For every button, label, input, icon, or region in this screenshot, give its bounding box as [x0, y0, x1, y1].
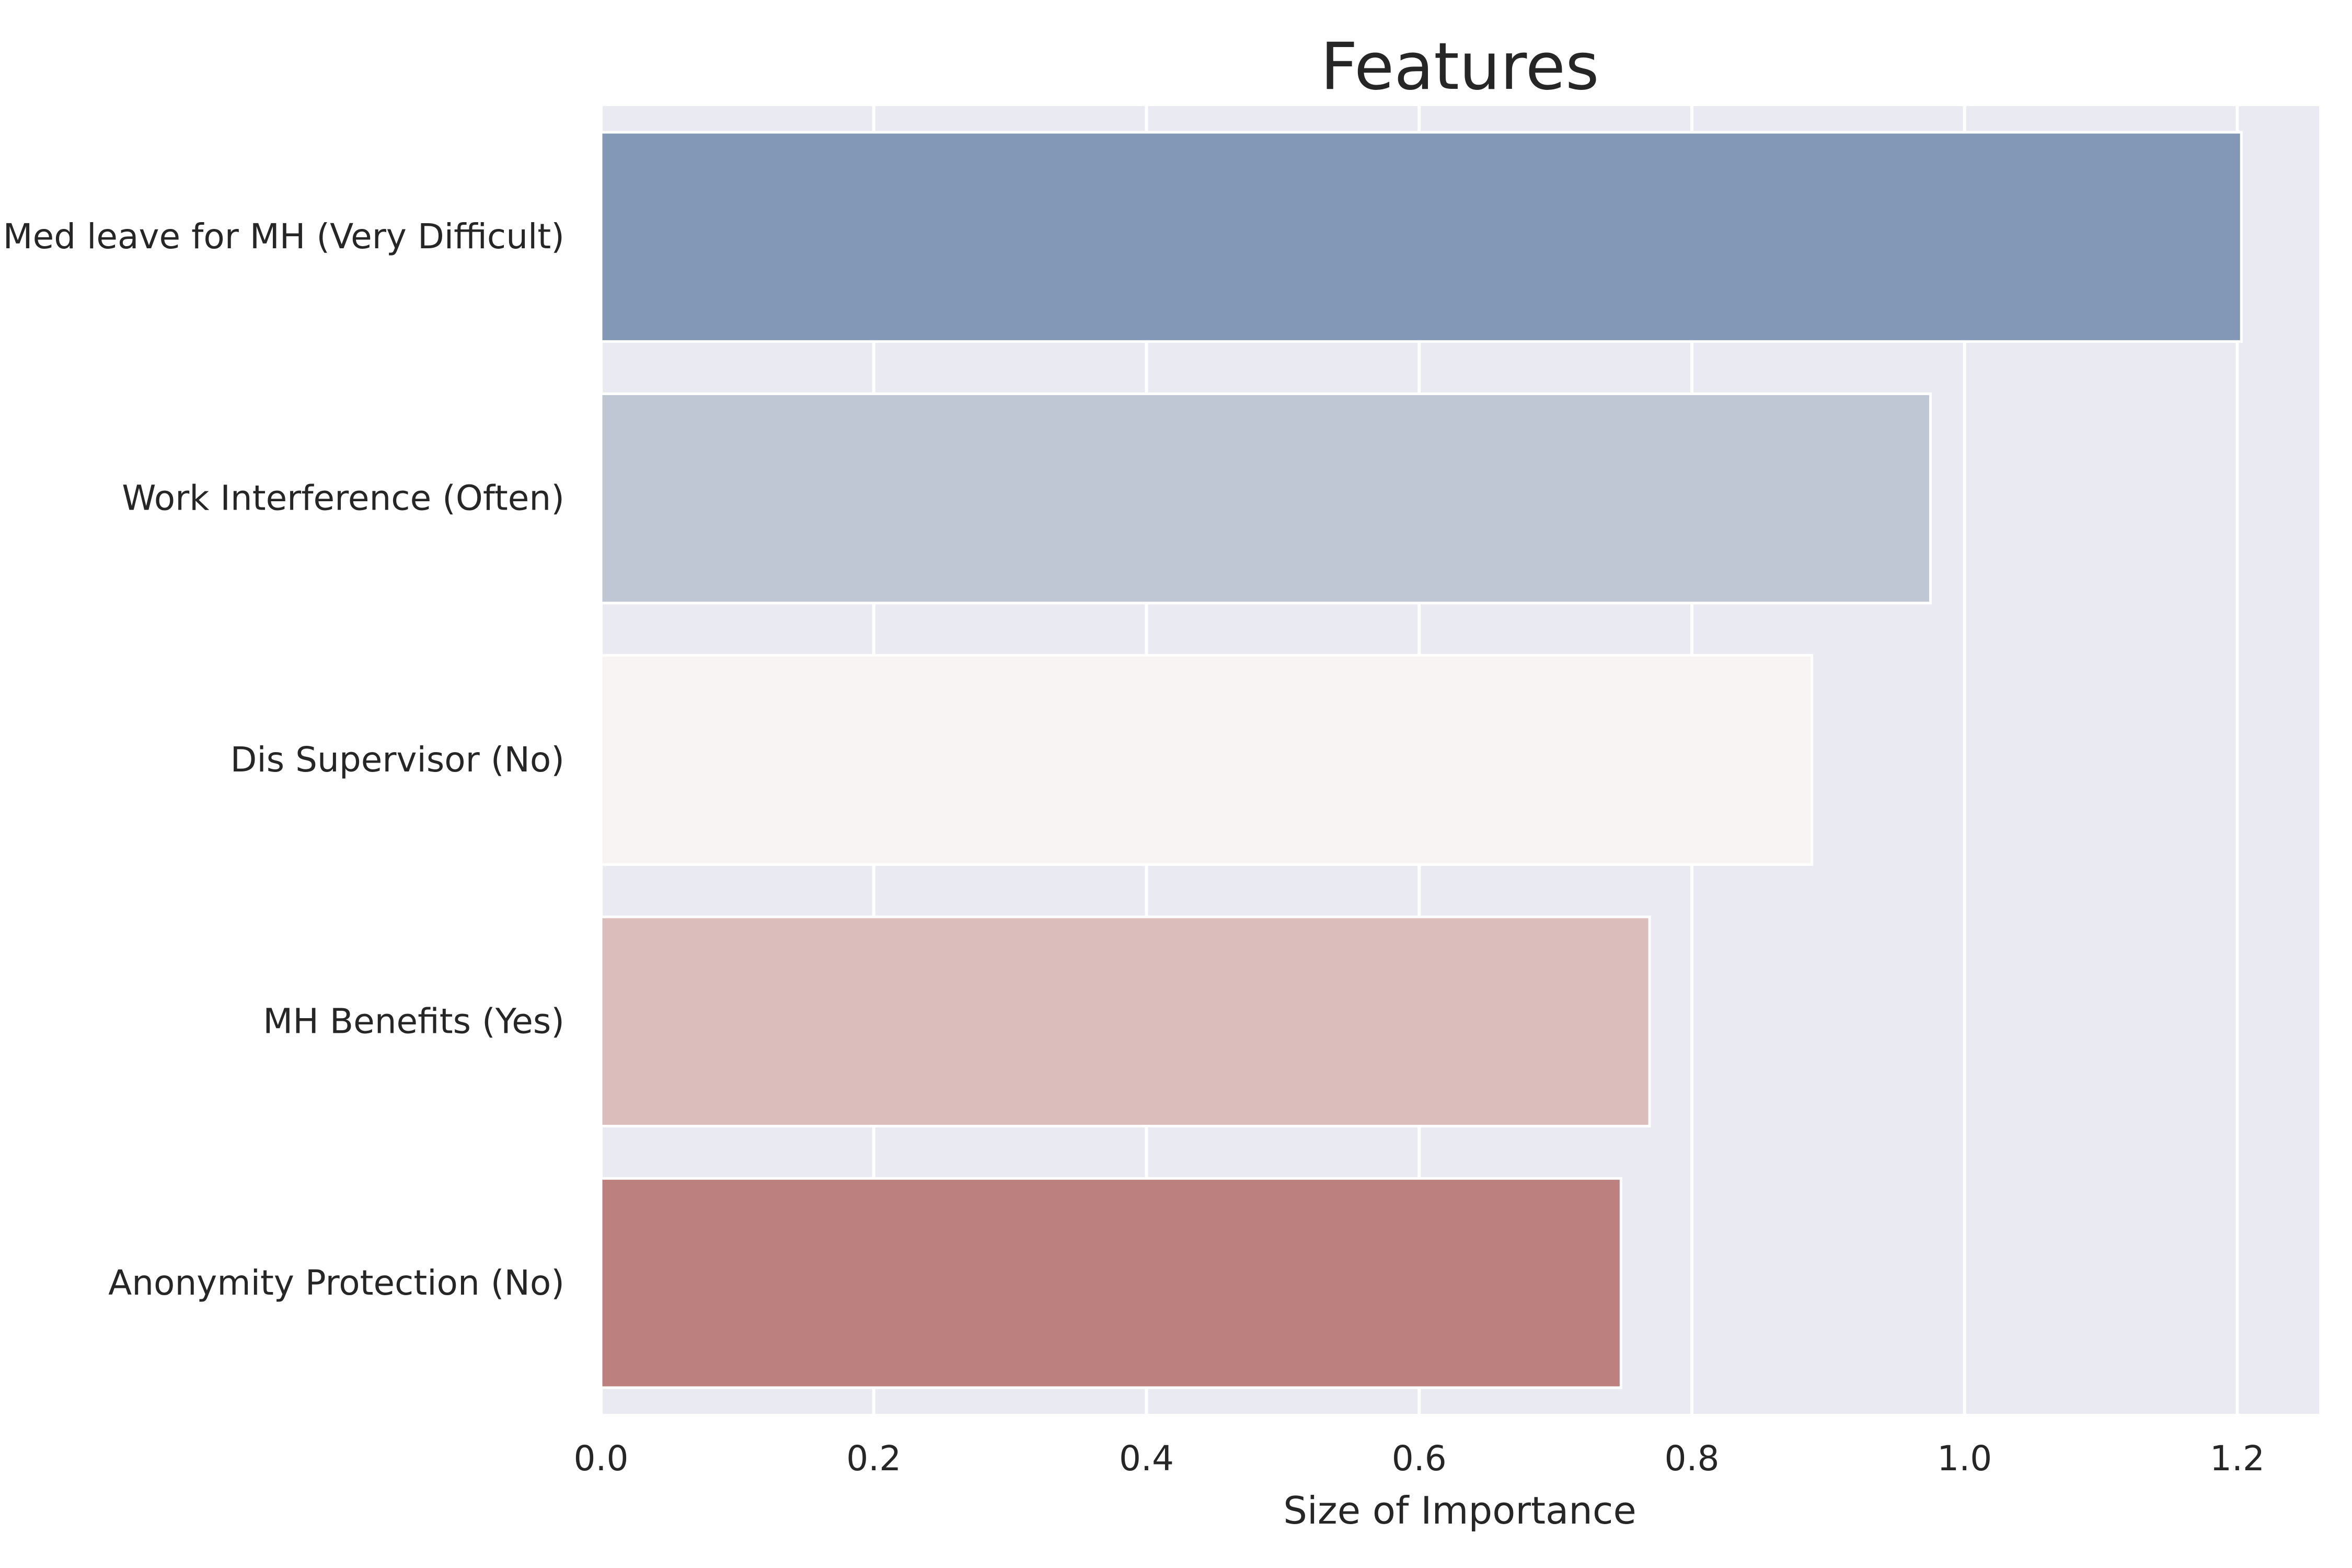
- bar: [599, 131, 2243, 343]
- bar: [599, 1177, 1622, 1389]
- bar: [599, 654, 1814, 866]
- x-tick-labels: 0.0 0.2 0.4 0.6 0.8 1.0 1.2: [574, 1438, 2265, 1479]
- x-axis-label: Size of Importance: [1283, 1489, 1636, 1532]
- y-tick-label: Med leave for MH (Very Difficult): [3, 216, 564, 257]
- y-tick-label: Work Interference (Often): [122, 478, 564, 518]
- x-tick-label: 1.2: [2210, 1438, 2265, 1479]
- y-tick-label: Anonymity Protection (No): [108, 1263, 564, 1303]
- x-tick-label: 0.4: [1119, 1438, 1174, 1479]
- x-tick-label: 0.2: [846, 1438, 901, 1479]
- chart-title: Features: [1320, 29, 1599, 105]
- x-tick-label: 0.8: [1664, 1438, 1719, 1479]
- bar: [599, 915, 1651, 1128]
- x-tick-label: 0.6: [1392, 1438, 1447, 1479]
- y-tick-labels: Med leave for MH (Very Difficult) Work In…: [3, 216, 564, 1303]
- bar: [599, 392, 1932, 605]
- y-tick-label: Dis Supervisor (No): [230, 740, 564, 780]
- x-tick-label: 1.0: [1937, 1438, 1992, 1479]
- bars: [599, 131, 2243, 1389]
- x-tick-label: 0.0: [574, 1438, 629, 1479]
- y-tick-label: MH Benefits (Yes): [263, 1001, 564, 1041]
